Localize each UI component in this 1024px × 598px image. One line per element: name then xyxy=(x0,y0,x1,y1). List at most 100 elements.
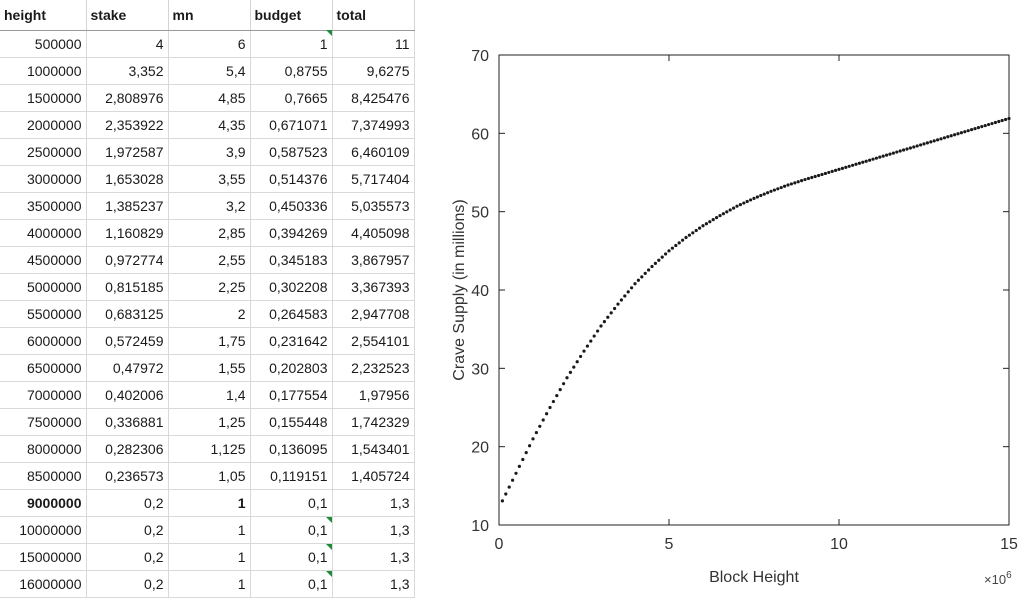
cell-stake[interactable]: 0,2 xyxy=(86,570,169,598)
cell-total[interactable]: 1,742329 xyxy=(332,408,415,436)
cell-budget[interactable]: 0,1 xyxy=(250,516,333,544)
cell-height[interactable]: 5000000 xyxy=(0,273,87,301)
column-header-mn[interactable]: mn xyxy=(168,0,251,31)
cell-budget[interactable]: 0,671071 xyxy=(250,111,333,139)
cell-budget[interactable]: 0,1 xyxy=(250,570,333,598)
cell-height[interactable]: 15000000 xyxy=(0,543,87,571)
cell-total[interactable]: 1,3 xyxy=(332,570,415,598)
cell-stake[interactable]: 1,160829 xyxy=(86,219,169,247)
cell-mn[interactable]: 3,2 xyxy=(168,192,251,220)
cell-stake[interactable]: 0,2 xyxy=(86,516,169,544)
cell-mn[interactable]: 1,75 xyxy=(168,327,251,355)
cell-stake[interactable]: 4 xyxy=(86,30,169,58)
cell-stake[interactable]: 0,815185 xyxy=(86,273,169,301)
cell-total[interactable]: 2,232523 xyxy=(332,354,415,382)
cell-budget[interactable]: 0,1 xyxy=(250,489,333,517)
cell-mn[interactable]: 3,9 xyxy=(168,138,251,166)
cell-total[interactable]: 1,97956 xyxy=(332,381,415,409)
cell-budget[interactable]: 0,514376 xyxy=(250,165,333,193)
cell-height[interactable]: 1500000 xyxy=(0,84,87,112)
column-header-height[interactable]: height xyxy=(0,0,87,31)
cell-total[interactable]: 6,460109 xyxy=(332,138,415,166)
cell-height[interactable]: 4500000 xyxy=(0,246,87,274)
cell-budget[interactable]: 0,231642 xyxy=(250,327,333,355)
cell-mn[interactable]: 1,125 xyxy=(168,435,251,463)
cell-mn[interactable]: 2,25 xyxy=(168,273,251,301)
cell-budget[interactable]: 0,177554 xyxy=(250,381,333,409)
cell-total[interactable]: 1,543401 xyxy=(332,435,415,463)
cell-budget[interactable]: 1 xyxy=(250,30,333,58)
cell-mn[interactable]: 1 xyxy=(168,516,251,544)
cell-mn[interactable]: 3,55 xyxy=(168,165,251,193)
column-header-budget[interactable]: budget xyxy=(250,0,333,31)
cell-mn[interactable]: 5,4 xyxy=(168,57,251,85)
cell-height[interactable]: 2500000 xyxy=(0,138,87,166)
cell-stake[interactable]: 0,683125 xyxy=(86,300,169,328)
column-header-stake[interactable]: stake xyxy=(86,0,169,31)
cell-total[interactable]: 1,3 xyxy=(332,543,415,571)
cell-budget[interactable]: 0,8755 xyxy=(250,57,333,85)
cell-mn[interactable]: 1 xyxy=(168,543,251,571)
cell-budget[interactable]: 0,302208 xyxy=(250,273,333,301)
cell-mn[interactable]: 1 xyxy=(168,570,251,598)
cell-stake[interactable]: 0,47972 xyxy=(86,354,169,382)
cell-mn[interactable]: 1,4 xyxy=(168,381,251,409)
cell-total[interactable]: 9,6275 xyxy=(332,57,415,85)
cell-mn[interactable]: 4,85 xyxy=(168,84,251,112)
cell-mn[interactable]: 4,35 xyxy=(168,111,251,139)
cell-height[interactable]: 2000000 xyxy=(0,111,87,139)
cell-height[interactable]: 7000000 xyxy=(0,381,87,409)
cell-total[interactable]: 7,374993 xyxy=(332,111,415,139)
cell-budget[interactable]: 0,1 xyxy=(250,543,333,571)
cell-budget[interactable]: 0,119151 xyxy=(250,462,333,490)
cell-mn[interactable]: 2 xyxy=(168,300,251,328)
cell-stake[interactable]: 2,353922 xyxy=(86,111,169,139)
cell-height[interactable]: 16000000 xyxy=(0,570,87,598)
cell-stake[interactable]: 0,972774 xyxy=(86,246,169,274)
cell-stake[interactable]: 0,282306 xyxy=(86,435,169,463)
cell-total[interactable]: 3,367393 xyxy=(332,273,415,301)
cell-height[interactable]: 8000000 xyxy=(0,435,87,463)
cell-total[interactable]: 11 xyxy=(332,30,415,58)
cell-budget[interactable]: 0,202803 xyxy=(250,354,333,382)
cell-stake[interactable]: 0,336881 xyxy=(86,408,169,436)
cell-stake[interactable]: 1,385237 xyxy=(86,192,169,220)
cell-total[interactable]: 1,405724 xyxy=(332,462,415,490)
cell-total[interactable]: 4,405098 xyxy=(332,219,415,247)
cell-mn[interactable]: 1,55 xyxy=(168,354,251,382)
cell-height[interactable]: 8500000 xyxy=(0,462,87,490)
cell-mn[interactable]: 1,25 xyxy=(168,408,251,436)
cell-total[interactable]: 1,3 xyxy=(332,516,415,544)
cell-budget[interactable]: 0,264583 xyxy=(250,300,333,328)
cell-stake[interactable]: 2,808976 xyxy=(86,84,169,112)
cell-total[interactable]: 8,425476 xyxy=(332,84,415,112)
cell-budget[interactable]: 0,450336 xyxy=(250,192,333,220)
cell-budget[interactable]: 0,155448 xyxy=(250,408,333,436)
cell-total[interactable]: 2,947708 xyxy=(332,300,415,328)
cell-total[interactable]: 1,3 xyxy=(332,489,415,517)
cell-mn[interactable]: 1 xyxy=(168,489,251,517)
cell-height[interactable]: 10000000 xyxy=(0,516,87,544)
cell-budget[interactable]: 0,587523 xyxy=(250,138,333,166)
cell-mn[interactable]: 2,85 xyxy=(168,219,251,247)
cell-budget[interactable]: 0,7665 xyxy=(250,84,333,112)
cell-height[interactable]: 500000 xyxy=(0,30,87,58)
cell-height[interactable]: 9000000 xyxy=(0,489,87,517)
cell-budget[interactable]: 0,136095 xyxy=(250,435,333,463)
cell-total[interactable]: 5,717404 xyxy=(332,165,415,193)
cell-total[interactable]: 5,035573 xyxy=(332,192,415,220)
cell-height[interactable]: 4000000 xyxy=(0,219,87,247)
cell-stake[interactable]: 0,2 xyxy=(86,489,169,517)
cell-height[interactable]: 3000000 xyxy=(0,165,87,193)
cell-budget[interactable]: 0,345183 xyxy=(250,246,333,274)
cell-height[interactable]: 6500000 xyxy=(0,354,87,382)
cell-height[interactable]: 7500000 xyxy=(0,408,87,436)
cell-height[interactable]: 6000000 xyxy=(0,327,87,355)
cell-mn[interactable]: 1,05 xyxy=(168,462,251,490)
cell-stake[interactable]: 0,2 xyxy=(86,543,169,571)
cell-height[interactable]: 1000000 xyxy=(0,57,87,85)
cell-total[interactable]: 3,867957 xyxy=(332,246,415,274)
cell-budget[interactable]: 0,394269 xyxy=(250,219,333,247)
cell-mn[interactable]: 2,55 xyxy=(168,246,251,274)
cell-stake[interactable]: 0,402006 xyxy=(86,381,169,409)
